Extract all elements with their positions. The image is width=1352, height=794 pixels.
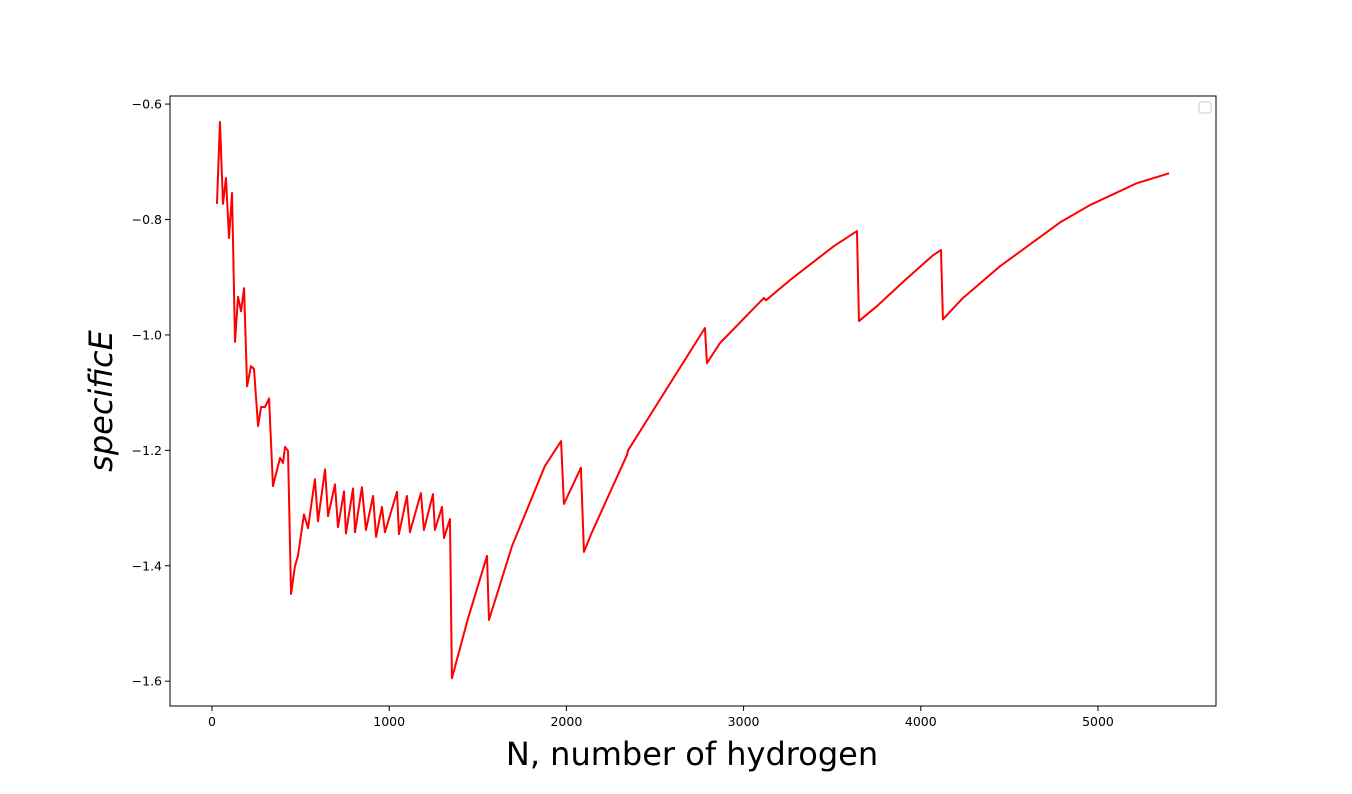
x-axis-label: N, number of hydrogen <box>506 735 878 773</box>
x-tick-label: 0 <box>208 714 216 729</box>
y-tick-label: −1.4 <box>132 558 162 573</box>
x-tick-label: 3000 <box>728 714 760 729</box>
legend-box <box>1198 101 1212 114</box>
y-tick-label: −0.8 <box>132 212 162 227</box>
plot-frame <box>169 95 1217 707</box>
y-axis-label: specificE <box>82 329 120 471</box>
x-tick-label: 1000 <box>373 714 405 729</box>
y-tick-label: −1.2 <box>132 443 162 458</box>
data-line <box>215 120 1170 680</box>
x-tick-label: 5000 <box>1082 714 1114 729</box>
x-tick-label: 4000 <box>905 714 937 729</box>
y-tick-label: −1.0 <box>132 327 162 342</box>
x-tick-label: 2000 <box>550 714 582 729</box>
y-tick-label: −0.6 <box>132 97 162 112</box>
y-tick-label: −1.6 <box>132 674 162 689</box>
